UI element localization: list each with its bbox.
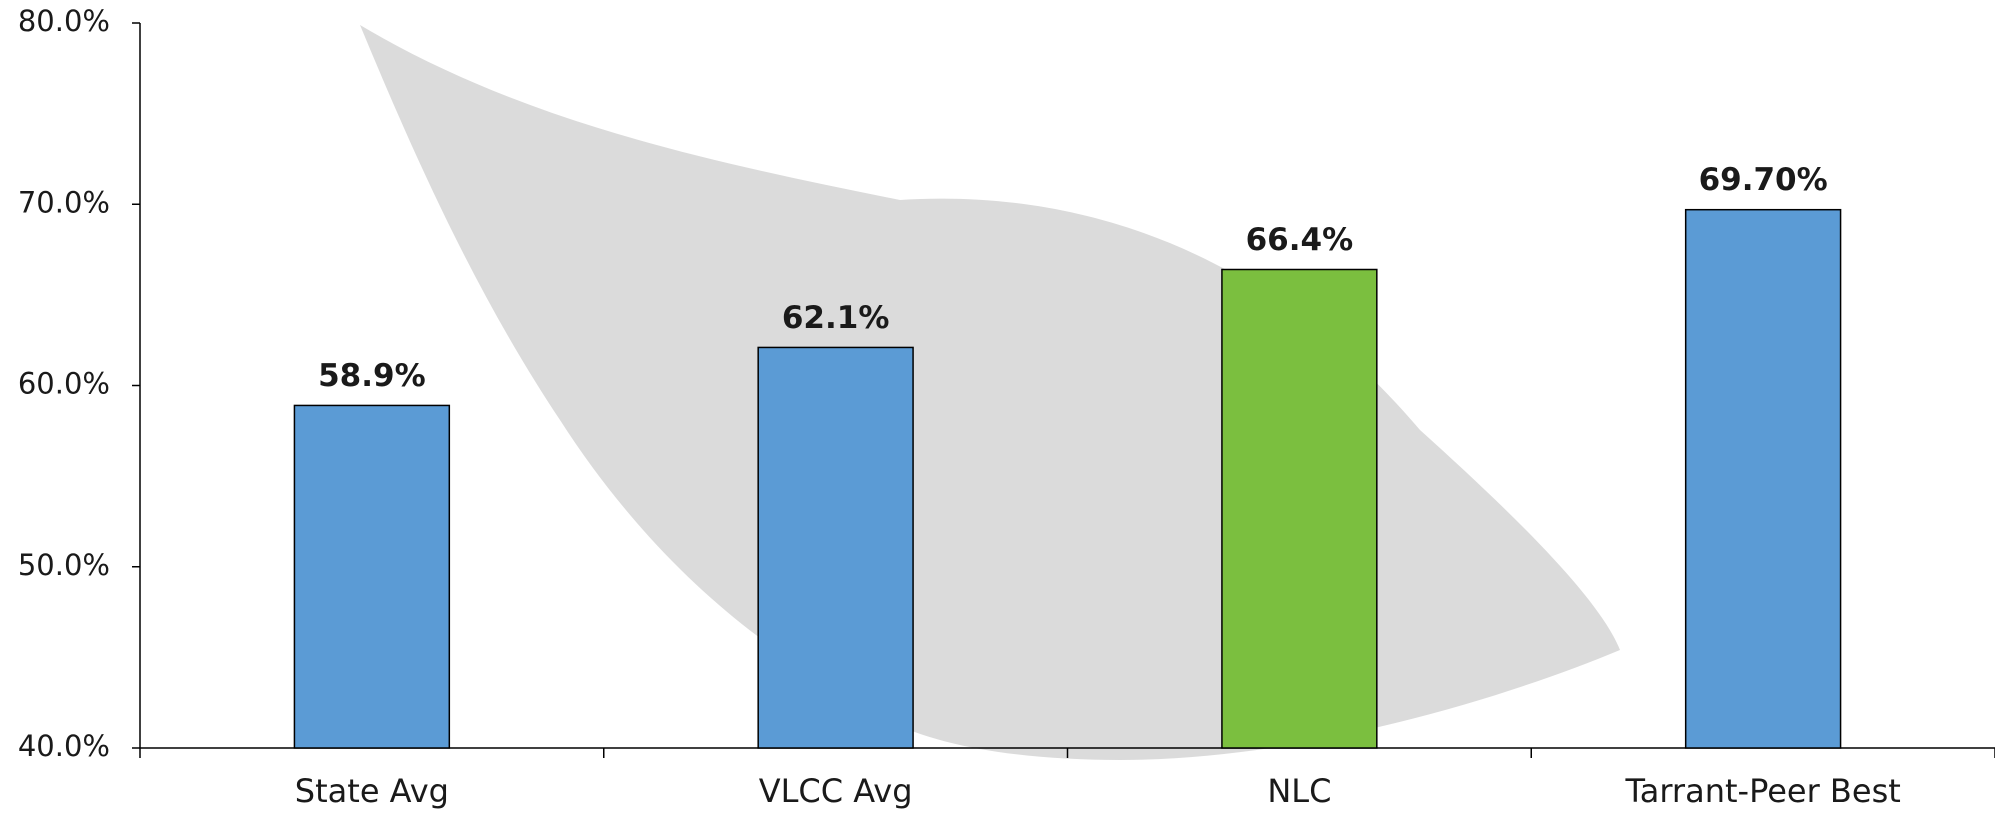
y-tick-label: 60.0% [18,367,110,401]
chart: 40.0% 50.0% 60.0% 70.0% 80.0% State Avg 58.9% V… [0,0,1995,817]
bar [1222,270,1377,749]
background-brush [360,25,1620,760]
y-tick-label: 50.0% [18,548,110,582]
value-label: 66.4% [1246,222,1354,258]
bar [1686,210,1841,748]
x-tick-label: Tarrant-Peer Best [1624,772,1900,810]
y-tick-label: 80.0% [18,4,110,38]
value-label: 69.70% [1699,162,1828,198]
x-tick-label: State Avg [295,772,449,810]
value-label: 58.9% [318,358,426,394]
bar [294,405,449,748]
x-tick-label: VLCC Avg [759,772,913,810]
x-tick-label: NLC [1267,772,1331,810]
y-tick-label: 70.0% [18,185,110,219]
value-label: 62.1% [782,300,890,336]
bar [758,347,913,748]
y-tick-label: 40.0% [18,729,110,763]
